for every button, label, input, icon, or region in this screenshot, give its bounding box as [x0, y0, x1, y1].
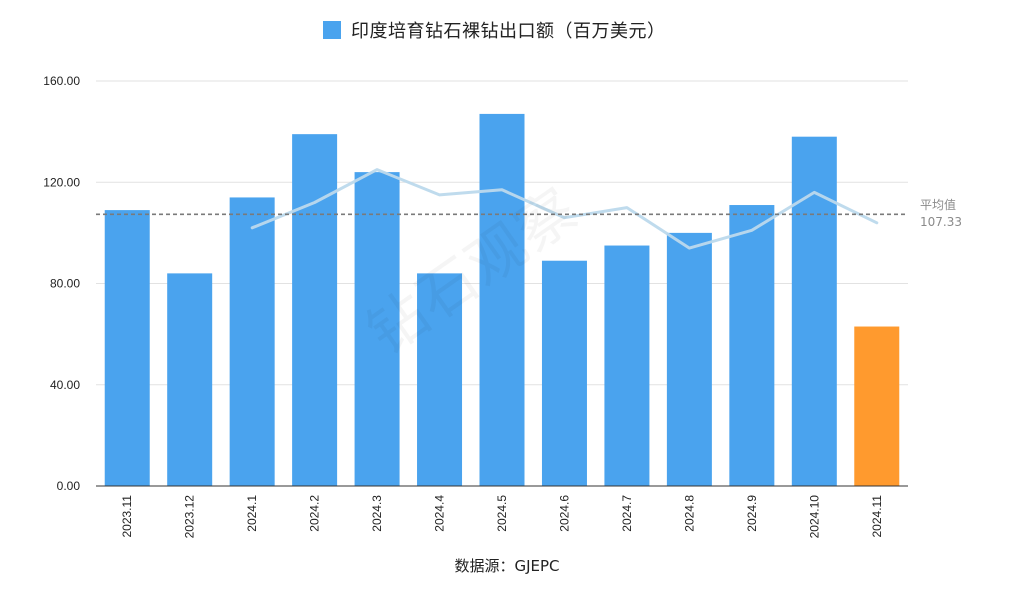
trend-line	[250, 168, 879, 250]
y-tick-label: 120.00	[43, 175, 80, 189]
average-line-label-text: 平均值	[920, 198, 957, 212]
x-axis-ticks: 2023.11 2023.12 2024.1 2024.2 2024.3 2024.4 20…	[120, 495, 884, 539]
bar	[729, 205, 775, 486]
bar	[167, 273, 213, 486]
x-tick-label: 2024.3	[370, 495, 384, 532]
y-tick-label: 40.00	[50, 378, 80, 392]
x-tick-label: 2024.4	[433, 495, 447, 532]
x-tick-label: 2023.11	[120, 495, 134, 538]
x-tick-label: 2024.10	[807, 495, 821, 539]
trend-line-layer	[250, 168, 879, 250]
y-tick-label: 0.00	[57, 479, 81, 493]
bar	[791, 136, 837, 486]
x-tick-label: 2023.12	[183, 495, 197, 539]
legend-swatch	[323, 21, 341, 39]
chart-legend: 印度培育钻石裸钻出口额（百万美元）	[323, 18, 666, 42]
bar	[104, 210, 150, 486]
bar	[854, 326, 900, 486]
data-source: 数据源：GJEPC	[454, 557, 560, 575]
x-tick-label: 2024.6	[557, 495, 571, 532]
bar	[292, 134, 338, 486]
legend-label: 印度培育钻石裸钻出口额（百万美元）	[351, 21, 666, 42]
average-line-value: 107.33	[920, 215, 962, 229]
bar	[541, 260, 587, 486]
x-tick-label: 2024.7	[620, 495, 634, 532]
bar	[229, 197, 275, 486]
bars	[104, 113, 900, 486]
y-tick-label: 160.00	[43, 74, 80, 88]
x-tick-label: 2024.11	[870, 495, 884, 538]
x-tick-label: 2024.9	[745, 495, 759, 532]
bar	[666, 232, 712, 486]
bar	[417, 273, 463, 486]
y-tick-label: 80.00	[50, 277, 80, 291]
x-tick-label: 2024.1	[245, 495, 259, 532]
y-axis-ticks: 0.00 40.00 80.00 120.00 160.00	[43, 74, 80, 493]
x-tick-label: 2024.2	[308, 495, 322, 532]
x-tick-label: 2024.8	[682, 495, 696, 532]
x-tick-label: 2024.5	[495, 495, 509, 532]
bar	[354, 172, 400, 486]
bar	[479, 113, 525, 486]
average-line-label: 平均值 107.33	[920, 197, 962, 231]
bar	[604, 245, 650, 486]
